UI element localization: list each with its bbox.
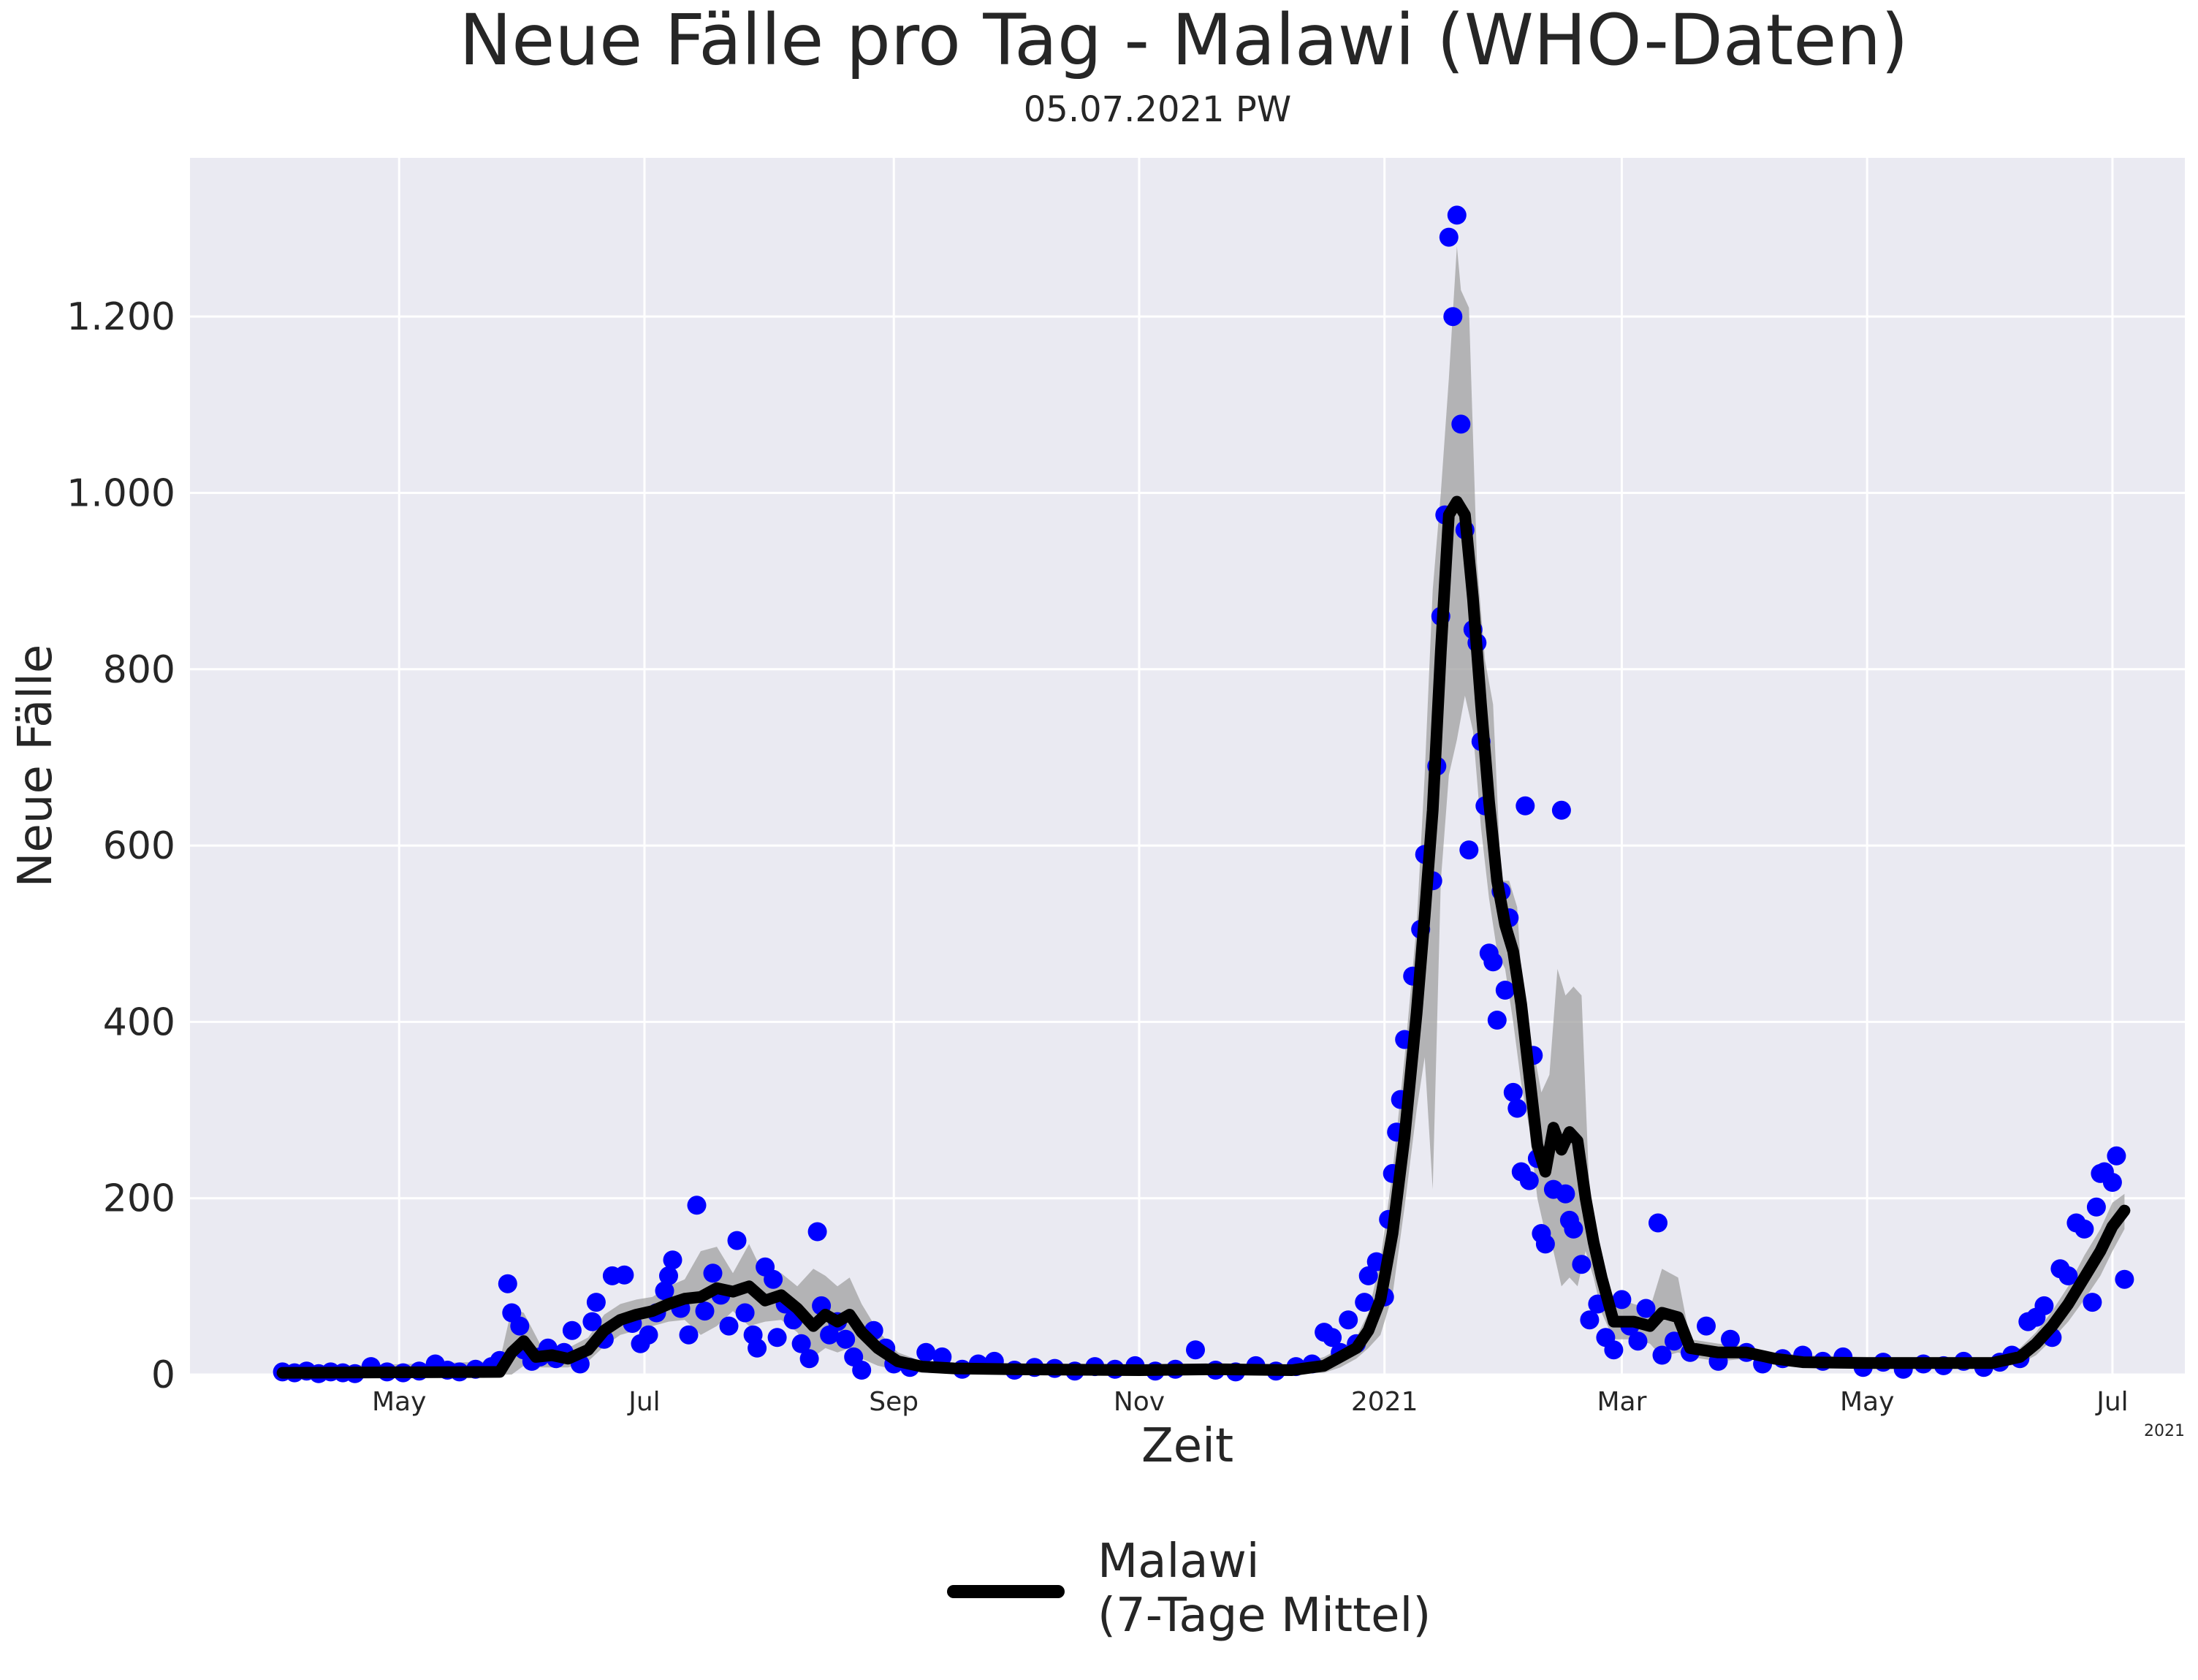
daily-point bbox=[1636, 1299, 1656, 1318]
daily-point bbox=[791, 1334, 811, 1353]
daily-point bbox=[727, 1231, 747, 1250]
daily-point bbox=[695, 1301, 715, 1321]
daily-point bbox=[1495, 981, 1515, 1000]
daily-point bbox=[2107, 1146, 2126, 1166]
daily-point bbox=[703, 1263, 723, 1283]
daily-point bbox=[659, 1266, 678, 1285]
x-tick-label: 2021 bbox=[1351, 1387, 1418, 1417]
daily-point bbox=[1355, 1293, 1374, 1312]
daily-point bbox=[1628, 1331, 1648, 1351]
daily-point bbox=[562, 1320, 582, 1340]
x-axis-label: Zeit bbox=[1141, 1419, 1233, 1473]
daily-point bbox=[1556, 1184, 1575, 1204]
daily-point bbox=[1665, 1331, 1684, 1351]
daily-point bbox=[1697, 1316, 1716, 1336]
daily-point bbox=[2102, 1173, 2122, 1192]
daily-point bbox=[1443, 307, 1463, 327]
daily-point bbox=[1483, 952, 1503, 972]
daily-point bbox=[852, 1361, 872, 1380]
daily-point bbox=[767, 1328, 787, 1348]
y-tick-label: 200 bbox=[103, 1177, 175, 1221]
daily-point bbox=[1612, 1290, 1632, 1310]
chart-title: Neue Fälle pro Tag - Malawi (WHO-Daten) bbox=[459, 0, 1908, 81]
legend-label: Malawi (7-Tage Mittel) bbox=[1098, 1535, 1431, 1643]
daily-point bbox=[748, 1338, 767, 1358]
daily-point bbox=[807, 1222, 827, 1242]
daily-point bbox=[735, 1303, 755, 1323]
daily-point bbox=[1451, 414, 1471, 434]
y-tick-label: 400 bbox=[103, 1000, 175, 1044]
daily-point bbox=[836, 1329, 856, 1349]
daily-point bbox=[2058, 1266, 2078, 1285]
daily-point bbox=[1507, 1098, 1527, 1118]
daily-point bbox=[1339, 1310, 1358, 1330]
x-tick-label: May bbox=[372, 1387, 426, 1417]
daily-point bbox=[1535, 1234, 1555, 1254]
x-axis-ticks: May Jul Sep Nov 2021 Mar May Jul bbox=[372, 1387, 2129, 1417]
daily-point bbox=[663, 1250, 682, 1270]
daily-point bbox=[679, 1325, 699, 1345]
grid bbox=[190, 158, 2185, 1376]
daily-point bbox=[1652, 1345, 1672, 1365]
daily-point bbox=[2086, 1197, 2106, 1217]
daily-point bbox=[1564, 1219, 1583, 1239]
daily-point bbox=[687, 1196, 707, 1215]
daily-point bbox=[582, 1312, 602, 1331]
daily-point bbox=[719, 1316, 739, 1336]
daily-point bbox=[2034, 1296, 2054, 1315]
daily-point bbox=[1447, 205, 1467, 225]
legend-label-line: (7-Tage Mittel) bbox=[1098, 1589, 1431, 1643]
chart-subtitle: 05.07.2021 PW bbox=[1024, 89, 1292, 130]
daily-point bbox=[510, 1316, 530, 1336]
daily-point bbox=[1323, 1328, 1342, 1348]
daily-point bbox=[1604, 1340, 1624, 1360]
daily-point bbox=[799, 1349, 819, 1369]
daily-point bbox=[639, 1325, 658, 1345]
y-axis-ticks: 0 200 400 600 800 1.000 1.200 bbox=[66, 295, 175, 1397]
daily-point bbox=[586, 1293, 606, 1312]
x-tick-label: Sep bbox=[869, 1387, 919, 1417]
daily-point bbox=[916, 1342, 936, 1362]
y-tick-label: 0 bbox=[151, 1353, 175, 1397]
x-tick-label: May bbox=[1840, 1387, 1894, 1417]
plot-area bbox=[190, 158, 2185, 1375]
daily-point bbox=[1516, 796, 1535, 816]
x-tick-label: Jul bbox=[2095, 1387, 2128, 1417]
daily-point bbox=[1459, 840, 1479, 860]
legend: Malawi (7-Tage Mittel) bbox=[947, 1535, 1431, 1643]
y-tick-label: 1.000 bbox=[66, 471, 175, 515]
daily-point bbox=[1580, 1310, 1600, 1330]
daily-point bbox=[655, 1281, 674, 1301]
x-offset-label: 2021 bbox=[2144, 1422, 2185, 1440]
daily-point bbox=[1487, 1011, 1507, 1030]
mean-line bbox=[276, 495, 2131, 1379]
daily-point bbox=[1186, 1340, 1205, 1360]
daily-point bbox=[1358, 1266, 1378, 1285]
y-tick-label: 600 bbox=[103, 824, 175, 868]
mean-line-path bbox=[276, 495, 2131, 1379]
daily-point bbox=[615, 1265, 634, 1285]
daily-point bbox=[1551, 800, 1571, 820]
daily-point bbox=[764, 1269, 783, 1289]
daily-point bbox=[1503, 1082, 1523, 1102]
daily-point bbox=[2115, 1269, 2134, 1289]
x-tick-label: Jul bbox=[627, 1387, 660, 1417]
legend-label-line: Malawi bbox=[1098, 1535, 1260, 1589]
y-tick-label: 1.200 bbox=[66, 295, 175, 339]
x-tick-label: Nov bbox=[1114, 1387, 1165, 1417]
daily-point bbox=[1572, 1255, 1592, 1274]
daily-point bbox=[498, 1274, 517, 1293]
daily-point bbox=[1721, 1329, 1740, 1349]
daily-point bbox=[1439, 227, 1459, 247]
daily-point bbox=[2075, 1219, 2094, 1239]
daily-point bbox=[2083, 1293, 2102, 1312]
daily-point bbox=[1649, 1213, 1667, 1233]
x-tick-label: Mar bbox=[1597, 1387, 1646, 1417]
daily-point bbox=[1519, 1171, 1539, 1190]
y-tick-label: 800 bbox=[103, 648, 175, 692]
y-axis-label: Neue Fälle bbox=[9, 645, 63, 888]
